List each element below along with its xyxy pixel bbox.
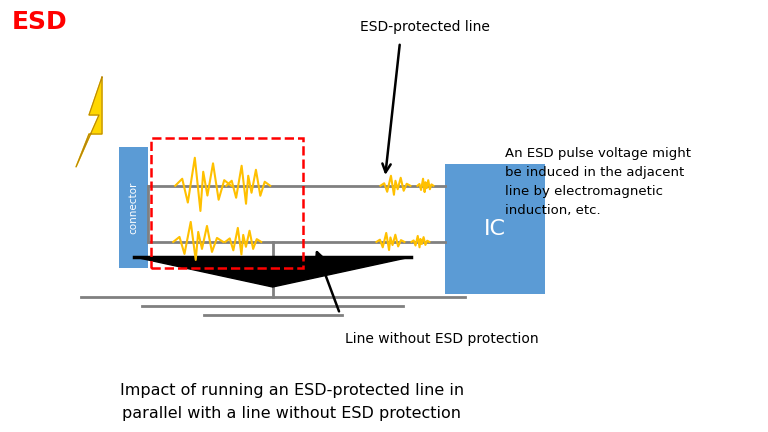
Text: ESD-protected line: ESD-protected line (360, 20, 490, 34)
Text: Impact of running an ESD-protected line in
parallel with a line without ESD prot: Impact of running an ESD-protected line … (120, 384, 464, 421)
Polygon shape (76, 77, 102, 167)
Text: An ESD pulse voltage might
be induced in the adjacent
line by electromagnetic
in: An ESD pulse voltage might be induced in… (505, 147, 691, 217)
Text: IC: IC (485, 219, 506, 239)
Bar (119, 147, 148, 268)
Bar (445, 164, 545, 294)
Text: connector: connector (128, 181, 139, 234)
Polygon shape (134, 257, 411, 287)
Text: ESD: ESD (12, 10, 68, 34)
Text: Line without ESD protection: Line without ESD protection (345, 332, 538, 346)
Bar (151, 138, 303, 268)
